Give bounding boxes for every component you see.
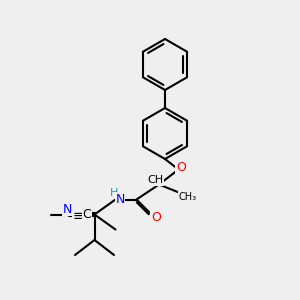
Text: O: O bbox=[151, 211, 161, 224]
Text: N: N bbox=[63, 202, 72, 216]
Text: O: O bbox=[176, 160, 186, 174]
Text: CH: CH bbox=[147, 175, 164, 185]
Text: ≡: ≡ bbox=[73, 209, 84, 223]
Text: C: C bbox=[82, 208, 91, 221]
Text: H: H bbox=[110, 188, 118, 199]
Text: N: N bbox=[115, 193, 125, 206]
Text: CH₃: CH₃ bbox=[178, 191, 196, 202]
